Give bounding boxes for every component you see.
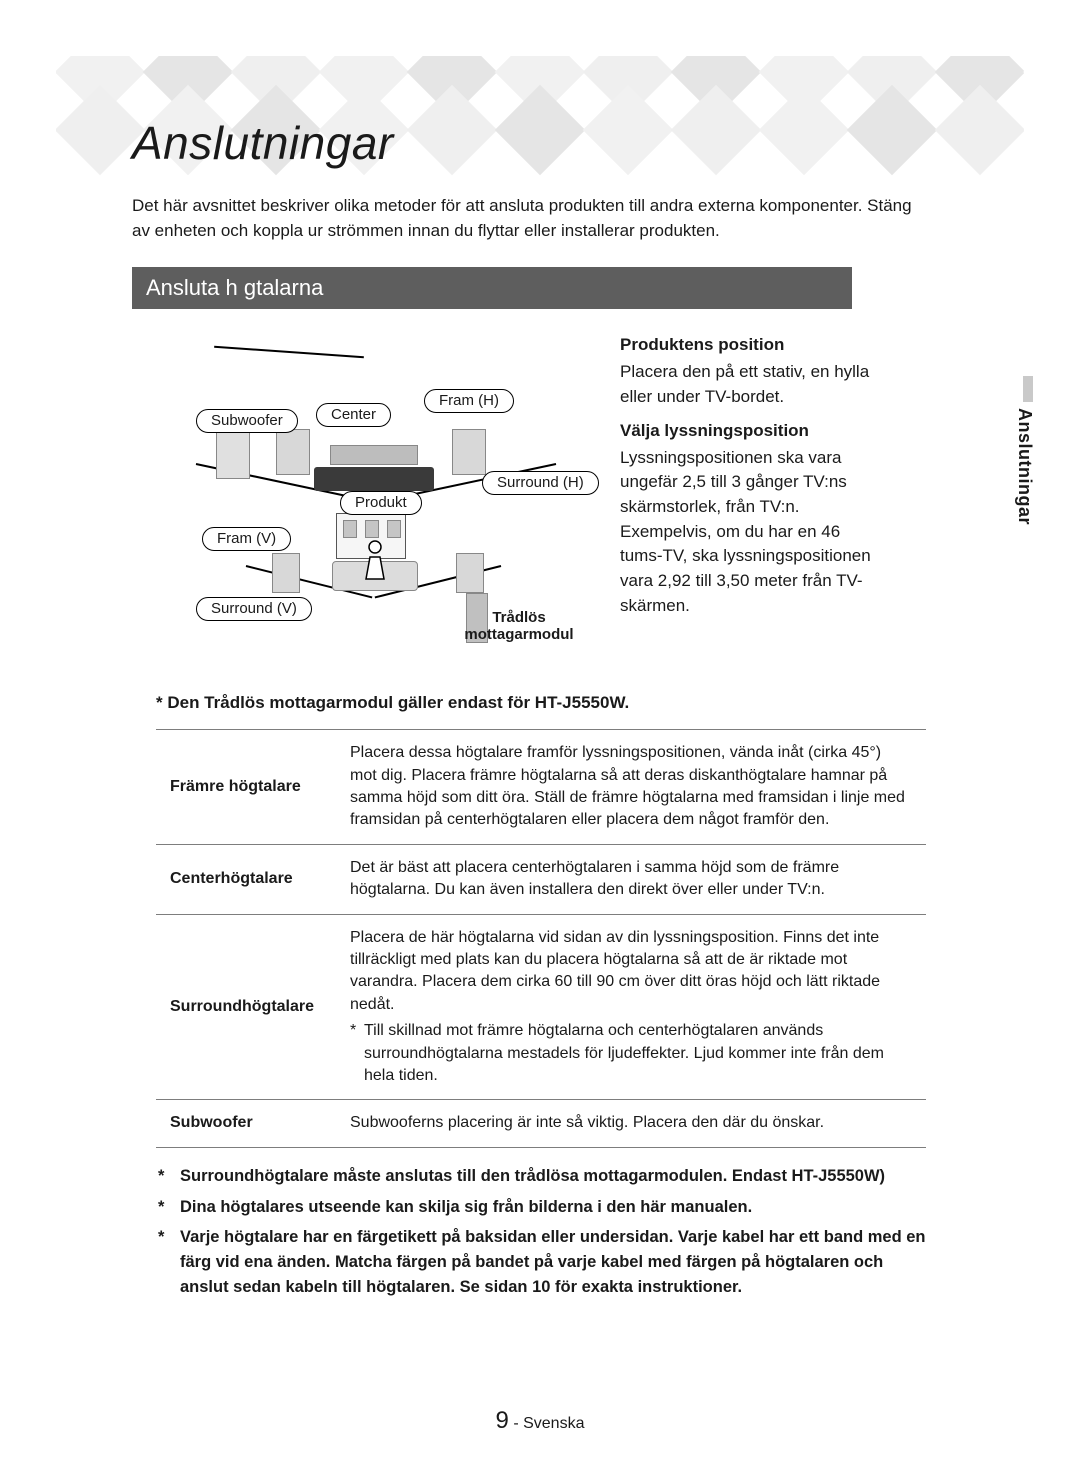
label-produkt: Produkt bbox=[340, 491, 422, 515]
info-heading-1: Produktens position bbox=[620, 333, 880, 358]
note-item: Dina högtalares utseende kan skilja sig … bbox=[156, 1195, 926, 1220]
table-row-name: Subwoofer bbox=[156, 1100, 336, 1147]
diagram-info-column: Produktens position Placera den på ett s… bbox=[620, 333, 880, 663]
front-left-speaker-glyph bbox=[276, 429, 310, 475]
tv-top-line bbox=[214, 346, 364, 358]
table-row: Centerhögtalare Det är bäst att placera … bbox=[156, 844, 926, 914]
bulleted-notes: Surroundhögtalare måste anslutas till de… bbox=[156, 1164, 926, 1300]
info-text-2: Lyssningspositionen ska vara ungefär 2,5… bbox=[620, 448, 871, 615]
page-footer: 9 - Svenska bbox=[0, 1407, 1080, 1435]
label-fram-v: Fram (V) bbox=[202, 527, 291, 551]
surround-right-glyph bbox=[456, 553, 484, 593]
surround-left-glyph bbox=[272, 553, 300, 593]
table-row-name: Centerhögtalare bbox=[156, 844, 336, 914]
table-row: Främre högtalare Placera dessa högtalare… bbox=[156, 730, 926, 845]
label-subwoofer: Subwoofer bbox=[196, 409, 298, 433]
intro-paragraph: Det här avsnittet beskriver olika metode… bbox=[132, 194, 932, 243]
label-center: Center bbox=[316, 403, 391, 427]
table-row-desc: Placera dessa högtalare framför lyssning… bbox=[336, 730, 926, 845]
note-item: Surroundhögtalare måste anslutas till de… bbox=[156, 1164, 926, 1189]
section-heading-bar: Ansluta h gtalarna bbox=[132, 267, 852, 309]
speaker-layout-diagram: Subwoofer Center Fram (H) Surround (H) P… bbox=[156, 333, 596, 663]
label-surround-h: Surround (H) bbox=[482, 471, 599, 495]
label-surround-v: Surround (V) bbox=[196, 597, 312, 621]
page-language: - Svenska bbox=[513, 1415, 584, 1432]
surround-star-note: Till skillnad mot främre högtalarna och … bbox=[364, 1022, 884, 1084]
note-item: Varje högtalare har en färgetikett på ba… bbox=[156, 1225, 926, 1299]
center-speaker-glyph bbox=[330, 445, 418, 465]
side-tab-marker bbox=[1023, 376, 1033, 402]
subwoofer-glyph bbox=[216, 425, 250, 479]
product-unit-glyph bbox=[314, 467, 434, 491]
label-fram-h: Fram (H) bbox=[424, 389, 514, 413]
table-row-desc: Subwooferns placering är inte så viktig.… bbox=[336, 1100, 926, 1147]
info-heading-2: Välja lyssningsposition bbox=[620, 419, 880, 444]
page-title: Anslutningar bbox=[132, 116, 1024, 170]
table-row: Surroundhögtalare Placera de här högtala… bbox=[156, 914, 926, 1100]
table-row-desc: Det är bäst att placera centerhögtalaren… bbox=[336, 844, 926, 914]
table-row-name: Främre högtalare bbox=[156, 730, 336, 845]
listener-glyph bbox=[360, 539, 390, 581]
manual-page: Anslutningar Anslutningar Det här avsnit… bbox=[0, 0, 1080, 1479]
front-right-speaker-glyph bbox=[452, 429, 486, 475]
diagram-footnote: * Den Trådlös mottagarmodul gäller endas… bbox=[156, 693, 1024, 713]
diagram-footnote-text: Den Trådlös mottagarmodul gäller endast … bbox=[167, 693, 629, 712]
label-tradlos: Trådlös mottagarmodul bbox=[444, 609, 594, 643]
table-row: Subwoofer Subwooferns placering är inte … bbox=[156, 1100, 926, 1147]
page-number: 9 bbox=[496, 1407, 509, 1434]
table-row-desc: Placera de här högtalarna vid sidan av d… bbox=[336, 914, 926, 1100]
surround-desc-text: Placera de här högtalarna vid sidan av d… bbox=[350, 929, 880, 1013]
speaker-placement-table: Främre högtalare Placera dessa högtalare… bbox=[156, 729, 926, 1147]
table-row-name: Surroundhögtalare bbox=[156, 914, 336, 1100]
info-text-1: Placera den på ett stativ, en hylla elle… bbox=[620, 362, 869, 406]
